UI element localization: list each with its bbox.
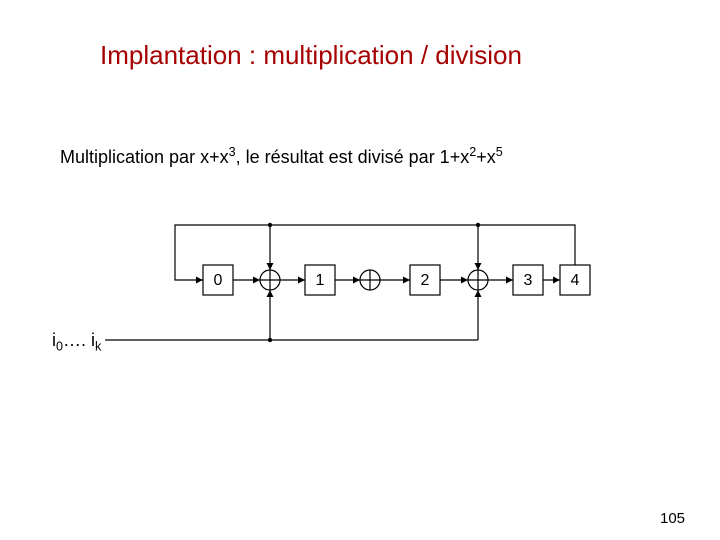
register-label: 0 (214, 272, 223, 289)
register-label: 4 (571, 272, 580, 289)
wire-junction (268, 338, 272, 342)
lfsr-diagram: 0 1 2 3 4 (0, 0, 720, 540)
register-label: 2 (421, 272, 430, 289)
wire-junction (476, 223, 480, 227)
wire-junction (268, 223, 272, 227)
register-label: 3 (524, 272, 533, 289)
register-label: 1 (316, 272, 325, 289)
